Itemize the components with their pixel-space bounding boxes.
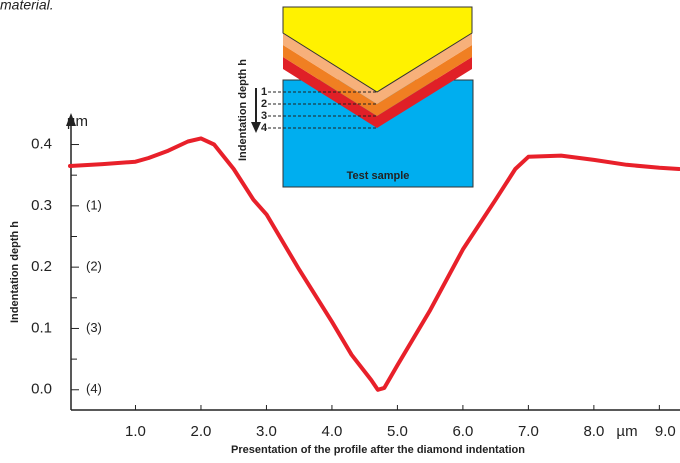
inset-axis-label: Indentation depth h xyxy=(237,59,249,161)
profile-line xyxy=(68,136,680,392)
y-axis-arrow xyxy=(66,113,76,126)
level-label: 4 xyxy=(261,122,268,134)
sample-label: Test sample xyxy=(347,170,410,182)
x-tick-label: 1.0 xyxy=(125,423,146,440)
x-tick-label: 7.0 xyxy=(518,423,539,440)
y-unit: µm xyxy=(67,113,88,130)
depth-label: (1) xyxy=(86,197,102,212)
x-tick-label: 9.0 xyxy=(655,423,676,440)
inset-diagram: 1 2 3 4 Indentation depth h Test sample xyxy=(237,6,474,188)
y-tick-label: 0.2 xyxy=(31,258,52,275)
layer-2 xyxy=(283,33,472,104)
depth-label: (2) xyxy=(86,259,102,274)
depth-label: (4) xyxy=(86,381,102,396)
y-tick-label: 0.1 xyxy=(31,319,52,336)
indenter xyxy=(282,6,473,93)
depth-label: (3) xyxy=(86,320,102,335)
x-tick-label: 8.0 xyxy=(583,423,604,440)
level-lines xyxy=(268,91,377,129)
depth-arrow-head xyxy=(251,122,261,133)
y-tick-label: 0.4 xyxy=(31,135,52,152)
x-tick-label: 3.0 xyxy=(256,423,277,440)
y-axis-label: Indentation depth h xyxy=(9,221,21,323)
x-tick-label: 5.0 xyxy=(387,423,408,440)
level-label: 2 xyxy=(261,98,267,110)
caption: material. xyxy=(0,0,54,13)
x-tick-label: 6.0 xyxy=(452,423,473,440)
x-tick-label: 4.0 xyxy=(322,423,343,440)
layer-3 xyxy=(283,45,472,116)
x-tick-label: 2.0 xyxy=(191,423,212,440)
x-axis-label: Presentation of the profile after the di… xyxy=(231,444,525,456)
level-label: 3 xyxy=(261,110,267,122)
y-tick-label: 0.3 xyxy=(31,197,52,214)
x-unit: µm xyxy=(616,423,637,440)
level-label: 1 xyxy=(261,86,267,98)
y-tick-label: 0.0 xyxy=(31,381,52,398)
